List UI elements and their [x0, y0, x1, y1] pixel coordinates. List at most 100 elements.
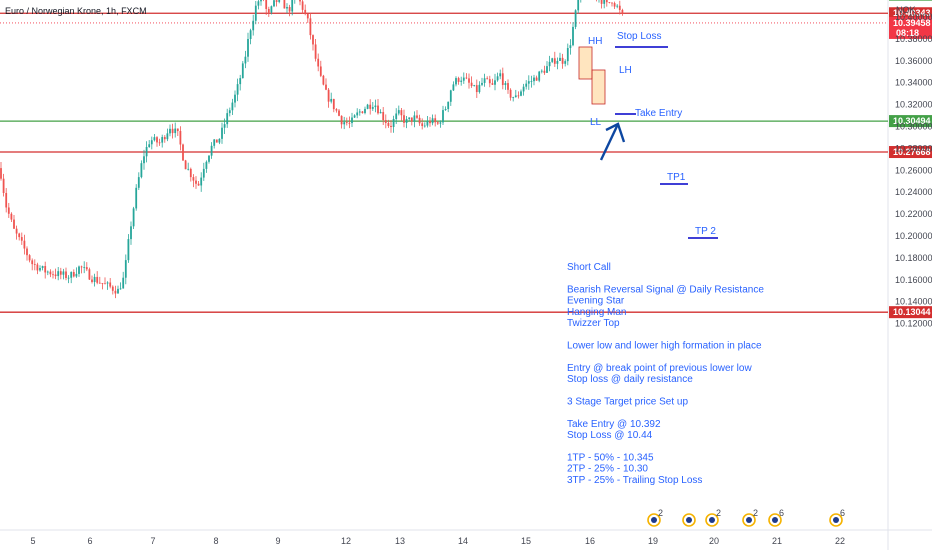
- candle-body: [574, 10, 577, 27]
- price-scale[interactable]: [888, 0, 932, 550]
- candle-body: [488, 79, 491, 84]
- event-icon-core: [833, 517, 839, 523]
- candle-body: [317, 58, 320, 67]
- candle-body: [384, 120, 387, 123]
- candle-body: [67, 277, 70, 279]
- candle-body: [468, 78, 470, 83]
- candle-body: [522, 86, 525, 92]
- candle-body: [273, 0, 275, 7]
- candle-body: [358, 111, 361, 113]
- tp2-label: TP 2: [695, 226, 716, 237]
- y-tick-label: 10.16000: [895, 275, 932, 285]
- candle-body: [57, 271, 60, 277]
- price-badge-label: 10.27668: [893, 147, 931, 157]
- candle-body: [179, 131, 182, 145]
- horizontal-levels: 10.4424210.4203910.4034310.3049410.27668…: [0, 0, 932, 319]
- candle-body: [10, 213, 13, 220]
- candle-body: [377, 105, 379, 114]
- x-tick-label: 9: [275, 536, 280, 546]
- candle-body: [23, 240, 26, 249]
- event-icon-core: [709, 517, 715, 523]
- entry-arrow: [599, 123, 620, 161]
- note-line: Short Call: [567, 262, 611, 273]
- candle-body: [548, 61, 551, 67]
- candle-body: [52, 274, 54, 276]
- candle-body: [405, 119, 408, 123]
- candle-body: [382, 111, 385, 121]
- candle-body: [569, 45, 572, 49]
- candle-body: [101, 282, 104, 284]
- candle-body: [161, 137, 164, 143]
- candle-body: [460, 80, 463, 82]
- candle-body: [13, 219, 15, 229]
- x-tick-label: 8: [213, 536, 218, 546]
- evening-star-box: [591, 69, 606, 105]
- candle-body: [429, 121, 431, 124]
- candle-body: [462, 77, 465, 81]
- candle-body: [218, 138, 221, 143]
- candle-body: [301, 1, 304, 10]
- candle-body: [470, 82, 473, 86]
- price-badge-label: 10.30494: [893, 116, 931, 126]
- candle-body: [556, 60, 559, 64]
- candle-body: [566, 48, 569, 62]
- event-count: 6: [840, 508, 845, 518]
- candle-body: [514, 95, 517, 98]
- candle-body: [613, 3, 616, 7]
- price-badge-label: 10.13044: [893, 307, 931, 317]
- tp1-label: TP1: [667, 172, 686, 183]
- y-tick-label: 10.34000: [895, 78, 932, 88]
- candle-body: [306, 13, 309, 19]
- candle-body: [174, 128, 177, 134]
- candle-body: [434, 118, 437, 123]
- event-icon-core: [772, 517, 778, 523]
- candle-body: [7, 207, 10, 214]
- candle-body: [374, 105, 377, 108]
- candle-body: [0, 168, 2, 179]
- y-tick-label: 10.26000: [895, 165, 932, 175]
- candle-body: [88, 269, 91, 280]
- candle-body: [408, 117, 411, 120]
- candle-body: [421, 123, 424, 127]
- candle-body: [210, 145, 213, 156]
- candle-body: [553, 58, 556, 64]
- candle-body: [319, 66, 322, 76]
- candle-body: [106, 282, 109, 284]
- candle-body: [561, 57, 564, 64]
- candle-body: [473, 85, 476, 86]
- candle-body: [267, 8, 270, 13]
- candle-body: [257, 1, 260, 6]
- candle-body: [187, 168, 190, 170]
- candle-body: [527, 81, 530, 84]
- candle-body: [361, 111, 364, 114]
- candle-body: [410, 117, 413, 122]
- candle-body: [351, 117, 353, 124]
- candle-body: [499, 73, 502, 77]
- plot-area[interactable]: [0, 0, 888, 530]
- candle-body: [501, 73, 504, 86]
- candle-body: [413, 115, 416, 122]
- candle-body: [291, 0, 294, 12]
- candle-body: [618, 5, 621, 10]
- candle-body: [512, 97, 515, 98]
- y-tick-label: 10.40000: [895, 12, 932, 22]
- note-line: Evening Star: [567, 296, 625, 307]
- candle-body: [608, 2, 611, 3]
- hh-pattern-box: [578, 46, 593, 80]
- candle-body: [104, 283, 106, 285]
- y-tick-label: 10.18000: [895, 253, 932, 263]
- candle-body: [600, 0, 603, 4]
- candle-body: [20, 237, 23, 241]
- candle-body: [418, 117, 421, 124]
- currency-label: NOK: [896, 5, 916, 15]
- candle-body: [475, 85, 478, 93]
- note-line: 1TP - 50% - 10.345: [567, 452, 654, 463]
- event-icon-core: [651, 517, 657, 523]
- price-badge: [889, 115, 932, 128]
- candle-body: [504, 83, 507, 86]
- candle-body: [72, 272, 75, 277]
- candle-body: [247, 39, 249, 57]
- candle-body: [348, 122, 351, 124]
- candle-body: [416, 115, 418, 118]
